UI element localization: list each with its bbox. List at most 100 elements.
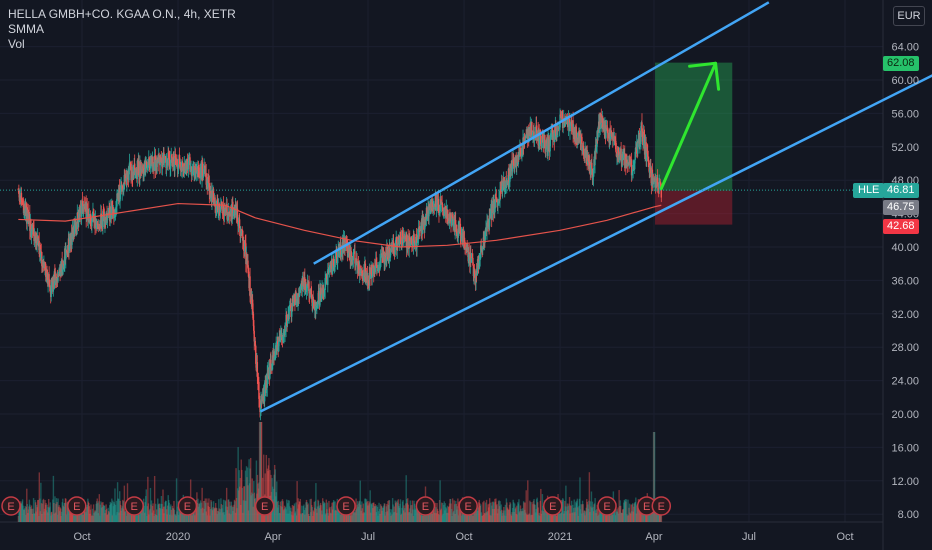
volume-bar	[223, 511, 225, 522]
candle-body	[61, 259, 63, 272]
volume-bar	[21, 499, 24, 522]
volume-bar	[354, 510, 357, 522]
candle-body	[23, 210, 25, 214]
candle-body	[370, 267, 373, 278]
earnings-icon[interactable]	[651, 496, 672, 516]
candle-body	[131, 166, 133, 178]
candle-body	[299, 286, 301, 293]
candle	[106, 214, 109, 229]
volume-bar	[533, 504, 536, 522]
earnings-icon[interactable]	[597, 496, 617, 516]
volume-bar	[78, 511, 80, 522]
volume-bar	[288, 513, 290, 522]
candle-body	[18, 190, 20, 195]
volume-bar	[122, 499, 124, 522]
earnings-icon[interactable]	[1, 496, 21, 516]
volume-bar	[81, 512, 83, 522]
volume-bar	[625, 501, 627, 522]
candle-body	[629, 156, 631, 163]
candle	[81, 191, 84, 214]
earnings-icon[interactable]	[254, 496, 275, 516]
candle	[253, 325, 255, 351]
volume-bar	[63, 507, 65, 522]
candle-body	[409, 240, 411, 245]
earnings-icon[interactable]	[336, 496, 356, 516]
volume-bar	[523, 509, 526, 522]
volume-bar	[593, 503, 596, 522]
earnings-icon[interactable]	[124, 496, 144, 516]
candle-body	[50, 284, 52, 298]
volume-bar	[222, 512, 224, 522]
earnings-icon[interactable]	[542, 496, 563, 516]
candle-body	[193, 165, 195, 178]
volume-bar	[281, 499, 284, 522]
volume-bar	[362, 503, 365, 522]
volume-bar	[99, 515, 101, 522]
volume-bar	[544, 509, 547, 522]
volume-bar	[124, 511, 126, 522]
volume-bar	[260, 422, 263, 522]
earnings-label: E	[184, 501, 191, 513]
candle	[564, 116, 566, 127]
candle	[313, 299, 315, 309]
volume-bar	[486, 511, 489, 522]
volume-bar	[529, 502, 532, 522]
candle-body	[580, 136, 582, 145]
candle-body	[614, 137, 616, 139]
candle-body	[418, 227, 420, 229]
volume-bar	[485, 499, 488, 522]
volume-bar	[340, 507, 343, 522]
volume-bar	[210, 500, 212, 522]
volume-bar	[528, 513, 531, 522]
candle	[364, 259, 367, 284]
candle-body	[119, 185, 122, 192]
volume-bar	[339, 514, 342, 522]
candle-body	[242, 230, 244, 241]
candle-body	[104, 217, 107, 222]
volume-bar	[91, 508, 94, 522]
candle	[263, 380, 266, 408]
volume-bar	[188, 509, 191, 522]
volume-bar	[364, 498, 367, 522]
earnings-icon[interactable]	[458, 496, 478, 516]
volume-bar	[156, 509, 158, 522]
candle	[174, 148, 177, 165]
volume-bar	[194, 509, 197, 522]
volume-bar	[550, 509, 552, 522]
earnings-icon[interactable]	[67, 496, 87, 516]
candle-body	[413, 240, 416, 244]
volume-bar	[537, 502, 539, 522]
candle	[599, 128, 601, 138]
volume-bar	[313, 511, 315, 522]
candle	[471, 248, 474, 259]
volume-bar	[88, 502, 90, 522]
candle	[462, 226, 465, 249]
candle-series	[17, 108, 662, 421]
candle	[570, 116, 573, 135]
candle	[416, 242, 418, 257]
earnings-icon[interactable]	[415, 496, 436, 516]
candle	[457, 221, 459, 245]
candle-body	[66, 249, 68, 253]
volume-bar	[197, 506, 200, 522]
volume-bar	[627, 515, 630, 522]
candle-body	[91, 216, 94, 222]
candle	[80, 203, 83, 226]
candle-body	[302, 277, 304, 286]
candle	[444, 203, 446, 219]
earnings-icon[interactable]	[177, 496, 198, 516]
volume-bar	[35, 504, 38, 522]
volume-bar	[371, 502, 373, 522]
earnings-label: E	[261, 501, 268, 513]
volume-bar	[302, 513, 304, 522]
volume-bar	[224, 500, 226, 522]
volume-bar	[363, 512, 365, 522]
volume-bar	[47, 507, 49, 522]
candle-body	[269, 368, 271, 379]
candle-body	[508, 168, 510, 183]
volume-bar	[472, 515, 474, 522]
candle-body	[410, 238, 413, 244]
volume-bar	[333, 510, 336, 522]
